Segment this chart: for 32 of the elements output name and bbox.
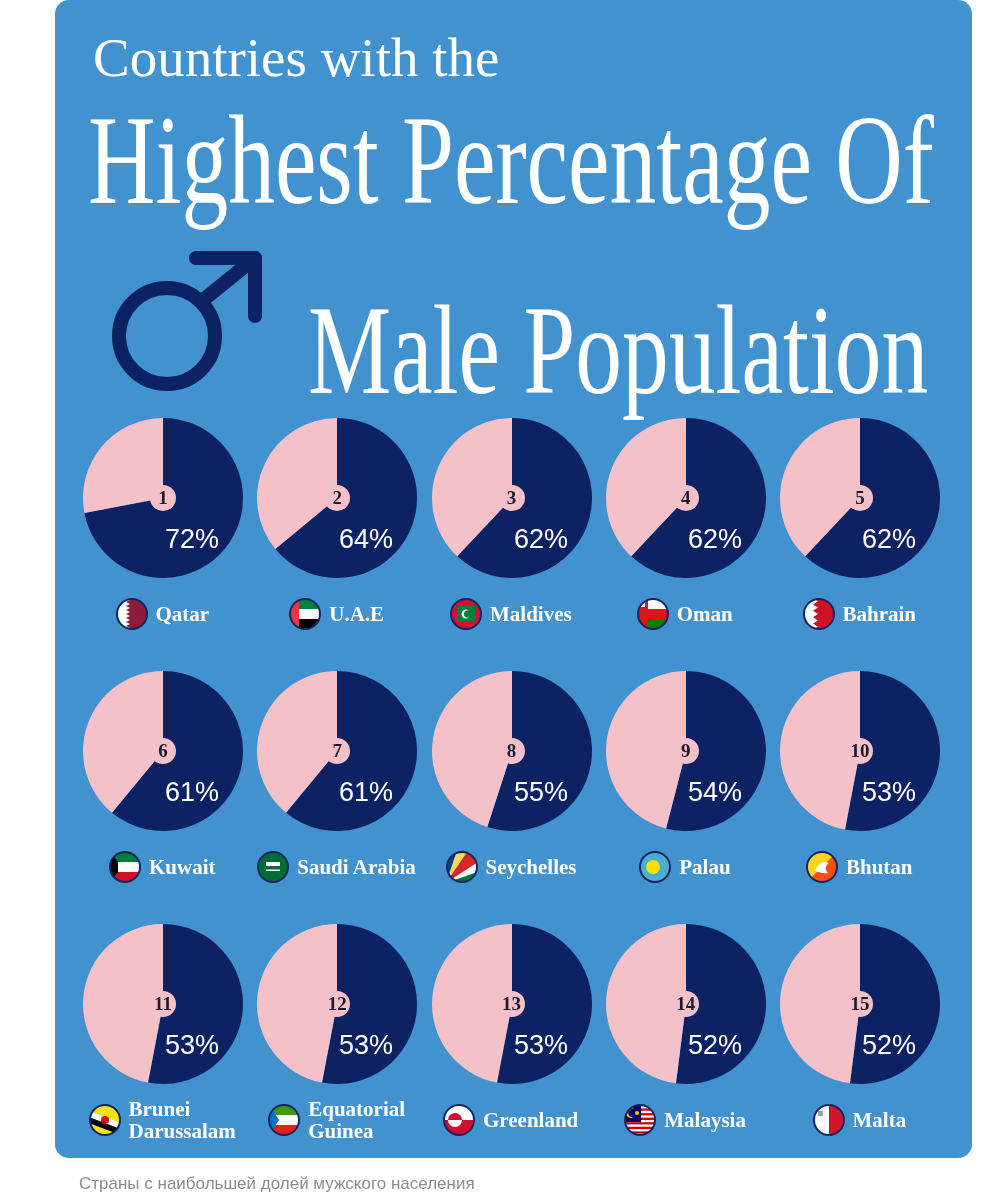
data-label: 62% [861, 524, 917, 554]
text: Bahrain [842, 602, 918, 626]
data-label: 55% [513, 777, 568, 807]
data-label: 52% [861, 1030, 917, 1060]
data-label: 53% [339, 1030, 394, 1060]
text: Malta [852, 1108, 908, 1132]
text: Maldives [490, 602, 573, 626]
text: Qatar [155, 602, 211, 626]
text: Malaysia [664, 1108, 747, 1132]
text: Greenland [483, 1108, 580, 1132]
text: U.A.E [329, 602, 386, 626]
data-label: 72% [164, 524, 220, 554]
text: Seychelles [485, 855, 578, 879]
text: Palau [679, 855, 732, 879]
data-label: 64% [339, 524, 394, 554]
data-label: 53% [164, 1030, 220, 1060]
text: Bhutan [846, 855, 914, 879]
data-label: 62% [513, 524, 568, 554]
data-label: 61% [164, 777, 220, 807]
data-label: 54% [687, 777, 742, 807]
text: Oman [676, 602, 734, 626]
text: Countries with the Highest Percentage Of Male Population [88, 27, 934, 421]
data-label: 62% [687, 524, 742, 554]
data-label: 52% [687, 1030, 742, 1060]
text: Страны с наибольшей долей мужского населения [79, 1173, 475, 1194]
data-label: 53% [513, 1030, 568, 1060]
data-label: 61% [339, 777, 394, 807]
text: Brunei Darussalam [128, 1097, 237, 1143]
text: Saudi Arabia [297, 855, 417, 879]
text: Kuwait [149, 855, 217, 879]
data-label: 53% [861, 777, 917, 807]
text: Equatorial Guinea [308, 1097, 407, 1143]
